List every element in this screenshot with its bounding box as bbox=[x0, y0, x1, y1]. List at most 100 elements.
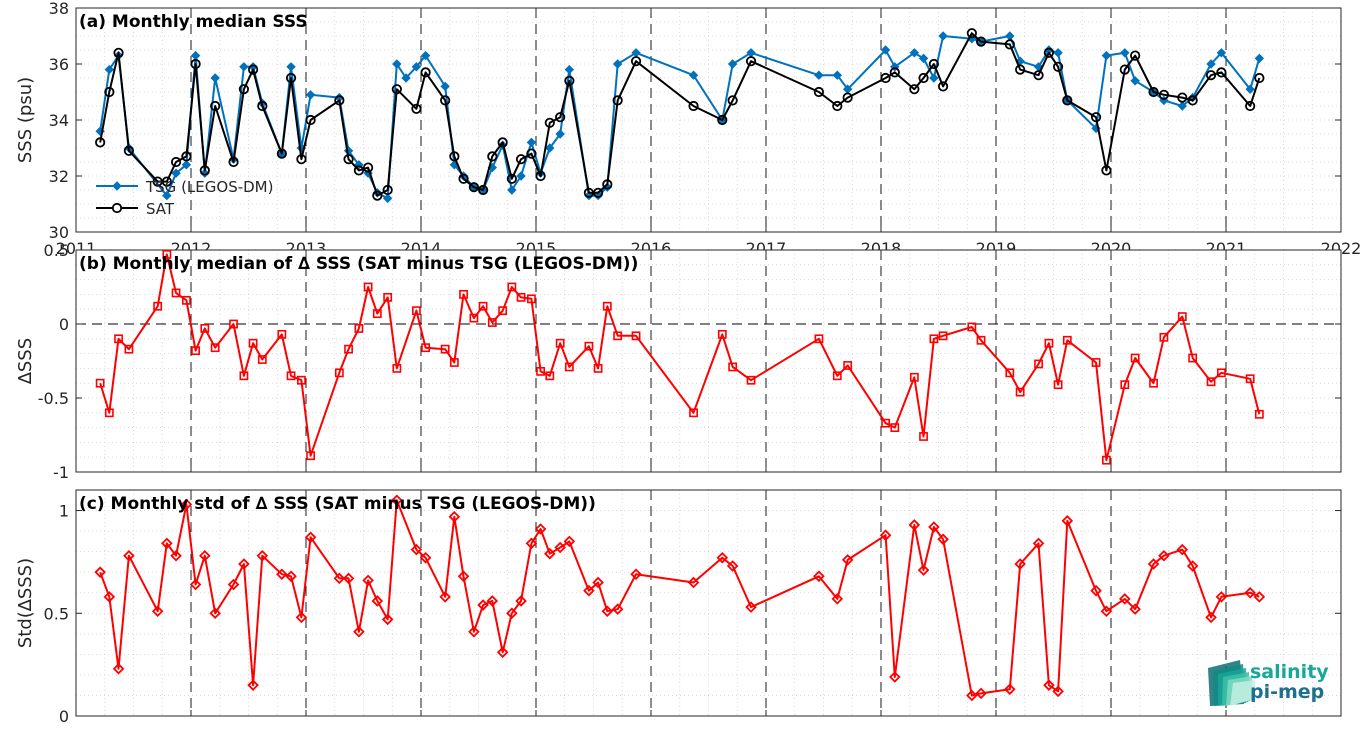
data-point bbox=[1159, 332, 1169, 342]
data-point bbox=[928, 58, 940, 70]
data-point bbox=[401, 73, 411, 83]
data-point bbox=[564, 362, 574, 372]
data-point bbox=[210, 73, 220, 83]
data-point bbox=[209, 607, 221, 620]
data-point bbox=[1053, 48, 1063, 58]
data-point bbox=[440, 344, 450, 354]
data-point bbox=[257, 355, 267, 364]
data-point bbox=[171, 288, 181, 298]
data-point bbox=[832, 371, 842, 381]
data-point bbox=[554, 541, 566, 554]
data-point bbox=[458, 173, 469, 184]
data-point bbox=[354, 324, 364, 333]
data-point bbox=[95, 378, 105, 388]
data-point bbox=[1043, 679, 1055, 691]
panel-c-ylabel: Std(∆SSS) bbox=[15, 558, 36, 648]
data-point bbox=[1147, 558, 1160, 570]
data-point bbox=[592, 576, 604, 589]
data-point bbox=[420, 50, 431, 61]
data-point bbox=[477, 599, 489, 611]
data-point bbox=[1061, 515, 1074, 527]
data-point bbox=[1119, 593, 1131, 605]
data-point bbox=[592, 187, 604, 198]
data-point bbox=[937, 533, 949, 546]
data-point bbox=[478, 301, 488, 311]
data-point bbox=[421, 343, 430, 353]
data-point bbox=[630, 568, 642, 581]
data-point bbox=[909, 84, 920, 95]
data-point bbox=[1206, 59, 1216, 69]
data-point bbox=[1254, 409, 1264, 419]
data-point bbox=[1206, 377, 1216, 387]
data-point bbox=[362, 574, 374, 587]
y-tick-label: 0 bbox=[59, 315, 69, 334]
data-point bbox=[440, 95, 451, 106]
data-point bbox=[487, 318, 497, 327]
data-point bbox=[383, 292, 393, 302]
data-point bbox=[717, 329, 727, 339]
data-point bbox=[545, 371, 555, 381]
data-point bbox=[1245, 100, 1256, 112]
data-point bbox=[95, 137, 106, 148]
data-point bbox=[199, 165, 210, 176]
data-point bbox=[1062, 95, 1073, 106]
y-tick-label: 38 bbox=[49, 0, 69, 18]
data-point bbox=[630, 56, 642, 67]
data-point bbox=[1130, 76, 1140, 86]
data-point bbox=[468, 182, 479, 193]
data-point bbox=[1244, 586, 1256, 599]
data-point bbox=[688, 70, 699, 80]
panel-b-delta-sss: ∆SSS -1 -0.5 0 0.5 (b) Monthly median of ∆ S… bbox=[15, 241, 1342, 482]
data-point bbox=[1090, 112, 1102, 123]
data-point bbox=[392, 59, 402, 69]
data-point bbox=[486, 595, 499, 607]
data-point bbox=[880, 45, 891, 55]
data-point bbox=[457, 570, 470, 583]
y-tick-label: 0.5 bbox=[44, 241, 69, 260]
data-point bbox=[372, 309, 382, 319]
data-point bbox=[506, 173, 517, 184]
data-point bbox=[563, 535, 576, 548]
data-point bbox=[890, 423, 900, 432]
data-point bbox=[1005, 368, 1015, 378]
data-point bbox=[832, 70, 843, 80]
data-point bbox=[305, 114, 316, 126]
data-point bbox=[975, 687, 987, 700]
data-point bbox=[1120, 48, 1130, 58]
data-point bbox=[248, 64, 259, 75]
data-point bbox=[745, 56, 757, 67]
data-point bbox=[1188, 353, 1198, 363]
data-point bbox=[392, 363, 402, 373]
data-point bbox=[1090, 584, 1102, 597]
data-point bbox=[1044, 338, 1054, 348]
data-point bbox=[976, 335, 986, 345]
data-point bbox=[631, 331, 641, 341]
data-point bbox=[410, 543, 423, 556]
data-point bbox=[411, 306, 421, 316]
data-point bbox=[1053, 380, 1063, 390]
data-point bbox=[909, 372, 919, 382]
data-point bbox=[516, 171, 526, 181]
data-point bbox=[104, 408, 114, 418]
data-point bbox=[1101, 50, 1112, 61]
data-point bbox=[813, 570, 825, 583]
data-point bbox=[487, 151, 498, 162]
data-point bbox=[814, 334, 824, 344]
data-point bbox=[124, 344, 134, 354]
data-point bbox=[229, 319, 238, 329]
data-point bbox=[103, 591, 116, 603]
panel-c-std-delta-sss: Std(∆SSS) 0 0.5 1 (c) Monthly std of ∆ SSS … bbox=[15, 489, 1342, 726]
data-point bbox=[296, 154, 307, 165]
data-point bbox=[189, 578, 202, 591]
data-point bbox=[726, 560, 739, 572]
data-point bbox=[716, 552, 729, 564]
data-point bbox=[601, 605, 614, 617]
data-point bbox=[1176, 543, 1189, 556]
data-point bbox=[1091, 358, 1101, 367]
data-point bbox=[113, 47, 124, 58]
data-point bbox=[1205, 611, 1217, 624]
data-point bbox=[918, 53, 929, 64]
data-point bbox=[1033, 70, 1044, 81]
data-point bbox=[611, 603, 624, 615]
